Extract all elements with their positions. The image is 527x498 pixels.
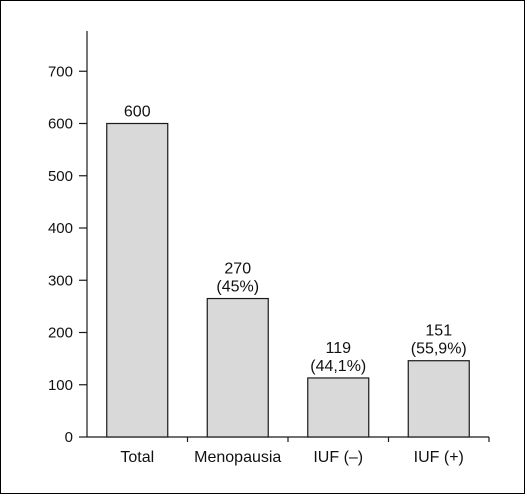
y-tick-label: 500 [48, 168, 73, 185]
bar [407, 360, 470, 438]
x-category-label: Menopausia [194, 449, 281, 466]
bar-value-label: (55,9%) [411, 341, 467, 358]
y-axis: 0 100 200 300 400 500 600 700 [48, 31, 88, 446]
x-category-label: IUF (+) [414, 449, 464, 466]
bar-value-label: 600 [124, 104, 151, 121]
y-tick-label: 100 [48, 377, 73, 394]
bar [106, 122, 169, 438]
x-category-label: IUF (–) [313, 449, 363, 466]
y-tick-label: 0 [65, 429, 73, 446]
data-labels: 600 270(45%) 119(44,1%) 151(55,9%) [124, 104, 467, 375]
bar [206, 297, 269, 438]
bar-value-label: 151 [425, 323, 452, 340]
bar-value-label: 270 [224, 261, 251, 278]
bar [307, 377, 370, 438]
bar-value-label: (44,1%) [310, 358, 366, 375]
y-tick-label: 300 [48, 272, 73, 289]
bar-value-label: (45%) [216, 279, 259, 296]
bar-value-label: 119 [325, 340, 351, 357]
y-tick-label: 400 [48, 220, 73, 237]
bars [106, 122, 470, 438]
x-axis: Total Menopausia IUF (–) IUF (+) [87, 436, 490, 466]
y-tick-label: 200 [48, 325, 73, 342]
x-category-label: Total [120, 449, 154, 466]
y-tick-label: 700 [48, 63, 73, 80]
y-tick-label: 600 [48, 116, 73, 133]
